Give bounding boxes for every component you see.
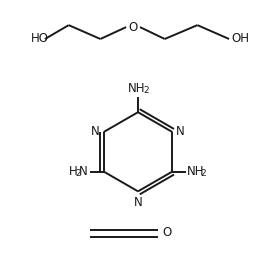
- Text: NH: NH: [187, 165, 205, 178]
- Text: 2: 2: [200, 169, 206, 178]
- Text: N: N: [176, 126, 185, 139]
- Text: H: H: [69, 165, 78, 178]
- Text: 2: 2: [75, 169, 81, 178]
- Text: N: N: [79, 165, 88, 178]
- Text: OH: OH: [231, 32, 249, 45]
- Text: N: N: [134, 196, 142, 209]
- Text: N: N: [91, 126, 100, 139]
- Text: HO: HO: [31, 32, 49, 45]
- Text: O: O: [128, 21, 138, 34]
- Text: 2: 2: [143, 86, 149, 95]
- Text: O: O: [163, 226, 172, 239]
- Text: NH: NH: [128, 82, 146, 95]
